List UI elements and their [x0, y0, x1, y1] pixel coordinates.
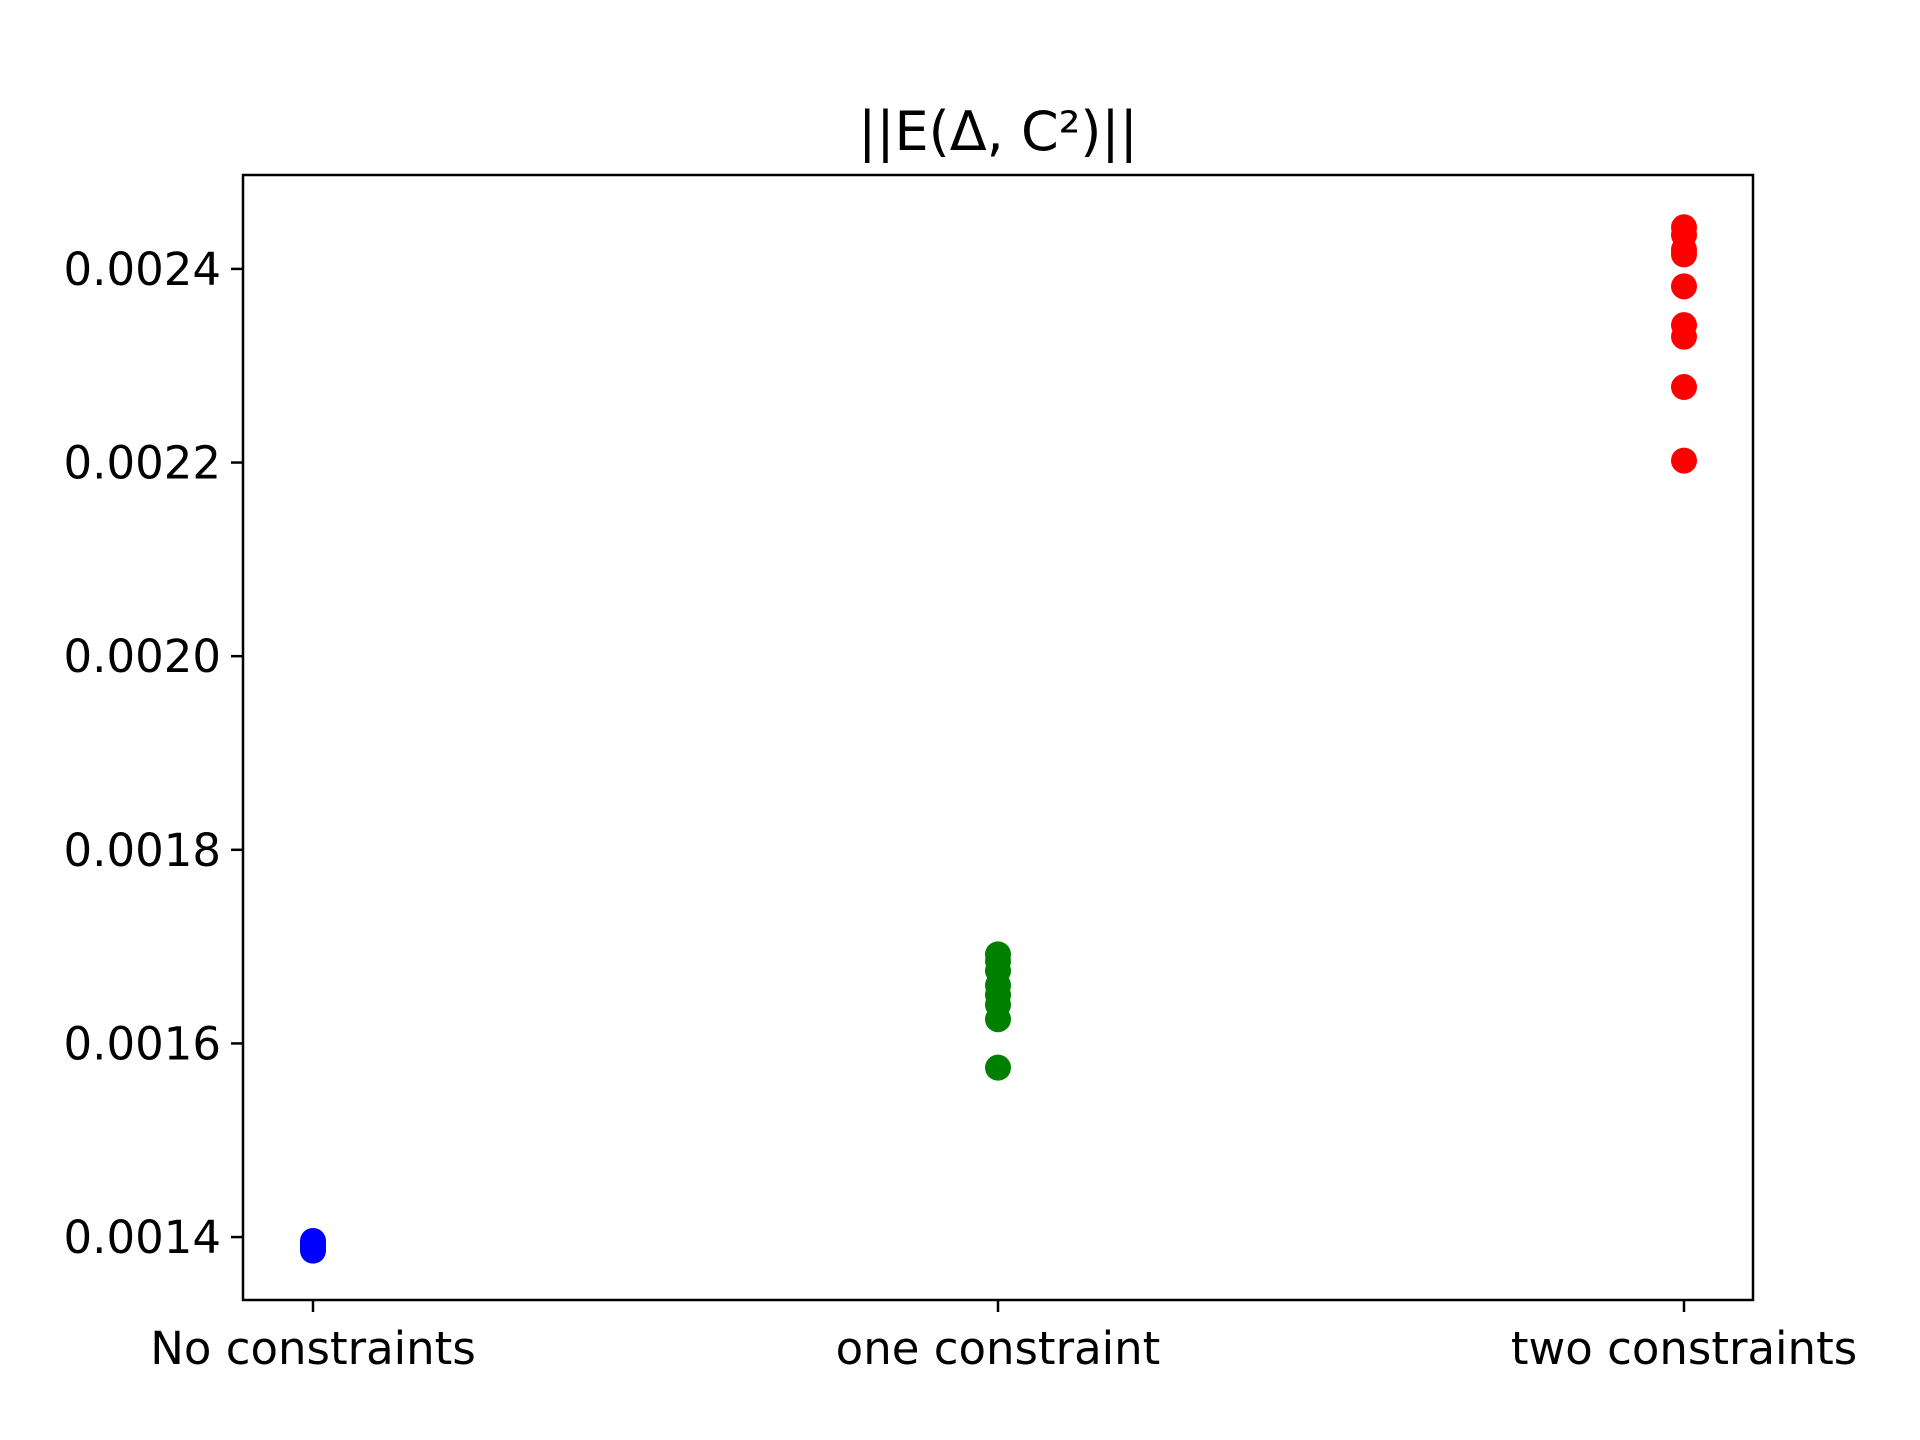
data-point: [1671, 273, 1697, 300]
y-tick-label: 0.0018: [64, 824, 221, 877]
chart-title: ||E(Δ, C²)||: [858, 100, 1138, 163]
y-axis: 0.0014 0.0016 0.0018 0.0020 0.0022 0.0024: [64, 243, 243, 1264]
y-tick-label: 0.0016: [64, 1017, 221, 1070]
x-tick-label: one constraint: [836, 1322, 1161, 1375]
y-tick-label: 0.0024: [64, 243, 221, 296]
data-point: [1671, 447, 1697, 474]
data-point: [1671, 214, 1697, 241]
plot-frame: [241, 173, 1755, 1302]
data-point: [1671, 374, 1697, 401]
data-point: [1671, 312, 1697, 339]
data-point: [985, 941, 1011, 968]
data-point: [300, 1227, 326, 1254]
data-point: [985, 1054, 1011, 1081]
y-tick-label: 0.0020: [64, 630, 221, 683]
x-tick-label: No constraints: [150, 1322, 476, 1375]
y-tick-label: 0.0014: [64, 1211, 221, 1264]
x-axis: No constraints one constraint two constrai…: [150, 1300, 1857, 1375]
x-tick-label: two constraints: [1511, 1322, 1857, 1375]
data-points: [300, 214, 1697, 1264]
y-tick-label: 0.0022: [64, 437, 221, 490]
